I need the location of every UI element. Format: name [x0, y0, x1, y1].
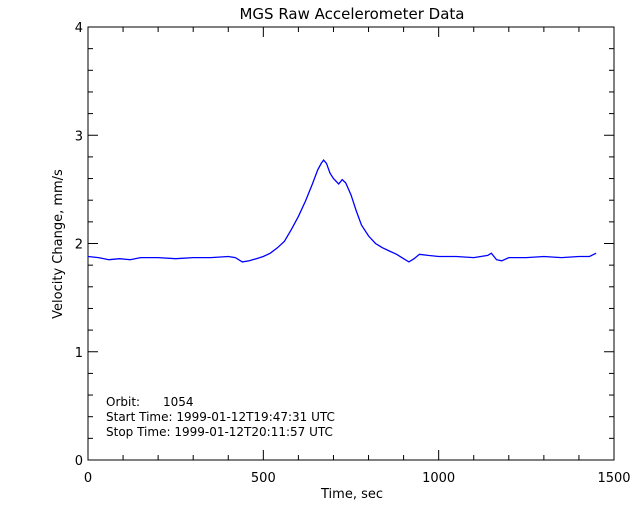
y-tick-label: 0 — [75, 454, 83, 469]
y-tick-label: 1 — [75, 346, 83, 361]
stop-time-annotation: Stop Time: 1999-01-12T20:11:57 UTC — [106, 425, 333, 439]
x-axis-label: Time, sec — [320, 487, 383, 502]
x-tick-label: 0 — [84, 471, 92, 486]
y-tick-label: 3 — [75, 129, 83, 144]
chart-title: MGS Raw Accelerometer Data — [239, 5, 464, 23]
y-tick-label: 2 — [75, 238, 83, 253]
start-time-annotation: Start Time: 1999-01-12T19:47:31 UTC — [106, 410, 335, 424]
orbit-annotation: Orbit: 1054 — [106, 395, 194, 409]
y-axis-label: Velocity Change, mm/s — [51, 169, 66, 319]
x-tick-label: 1500 — [597, 471, 630, 486]
series-line — [87, 159, 597, 263]
y-tick-label: 4 — [75, 21, 83, 36]
x-tick-label: 1000 — [422, 471, 455, 486]
x-tick-label: 500 — [251, 471, 276, 486]
